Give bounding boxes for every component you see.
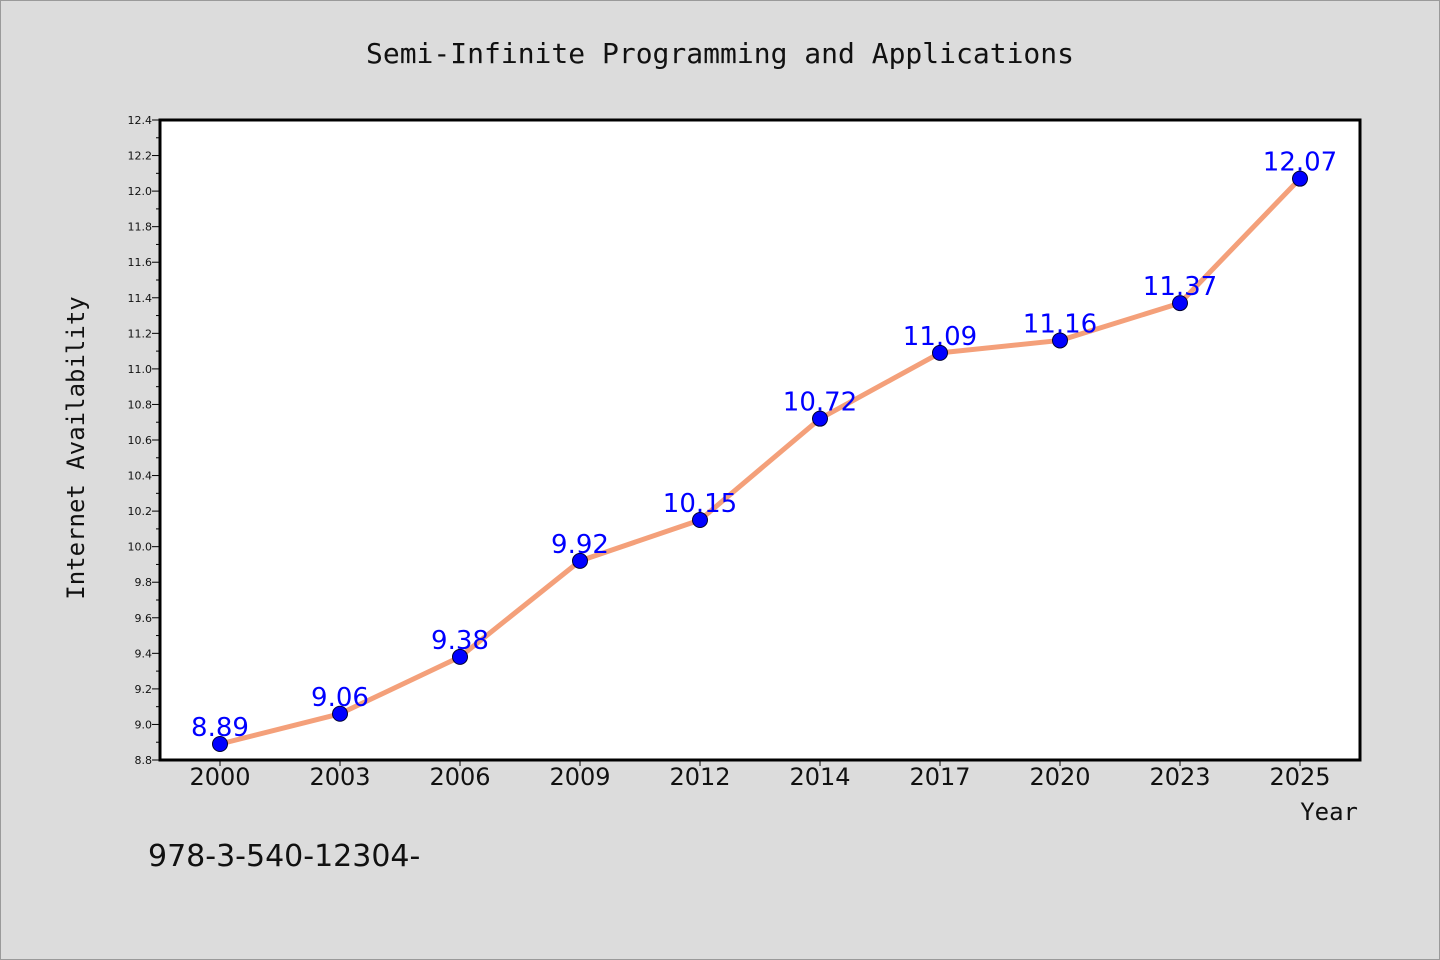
x-tick-label: 2023 — [1149, 763, 1210, 791]
y-tick-label: 11.6 — [128, 256, 153, 269]
x-tick-label: 2009 — [549, 763, 610, 791]
x-tick-label: 2014 — [789, 763, 850, 791]
data-point — [212, 736, 228, 752]
data-label: 12.07 — [1263, 148, 1337, 178]
data-point — [1172, 295, 1188, 312]
y-tick-label: 11.2 — [128, 327, 153, 340]
chart-title: Semi-Infinite Programming and Applicatio… — [366, 37, 1074, 70]
data-label: 11.16 — [1023, 309, 1097, 339]
series-polyline — [217, 176, 1303, 747]
y-tick-label: 12.2 — [128, 150, 153, 163]
data-label: 10.72 — [783, 388, 857, 418]
x-tick-label: 2003 — [309, 763, 370, 791]
y-tick-label: 11.0 — [128, 363, 153, 376]
y-tick-label: 9.2 — [135, 683, 153, 696]
y-tick-label: 11.8 — [128, 221, 153, 234]
y-tick-label: 12.4 — [128, 114, 153, 127]
data-point — [572, 552, 588, 569]
data-point — [1292, 170, 1308, 187]
y-tick-label: 10.8 — [128, 398, 153, 411]
y-tick-label: 10.2 — [128, 505, 153, 518]
y-tick-label: 9.8 — [135, 576, 153, 589]
data-point — [812, 410, 828, 427]
data-point — [452, 648, 468, 665]
y-tick-label: 8.8 — [135, 754, 153, 767]
y-tick-label: 11.4 — [128, 292, 153, 305]
x-tick-label: 2006 — [429, 763, 490, 791]
data-label: 11.37 — [1143, 272, 1217, 302]
data-labels: 8.89 9.06 9.38 9.92 10.15 10.72 11.09 11.16 11.3… — [191, 148, 1337, 743]
x-axis-label: Year — [1300, 798, 1358, 826]
y-tick-label: 9.6 — [135, 612, 153, 625]
data-label: 9.92 — [551, 530, 609, 560]
y-tick-label: 12.0 — [128, 185, 153, 198]
data-point — [332, 705, 348, 722]
data-label: 8.89 — [191, 713, 249, 743]
y-axis-label: Internet Availability — [62, 296, 90, 599]
series-markers — [212, 170, 1308, 752]
y-tick-label: 9.0 — [135, 718, 153, 731]
data-point — [932, 344, 948, 361]
x-axis: 2000 2003 2006 2009 2012 2014 2017 2020 2023 2025 — [189, 760, 1331, 791]
x-tick-label: 2020 — [1029, 763, 1090, 791]
data-label: 9.06 — [311, 683, 369, 713]
data-label: 9.38 — [431, 626, 489, 656]
series-line — [217, 176, 1303, 747]
footer-text: 978-3-540-12304- — [148, 839, 420, 874]
x-tick-label: 2012 — [669, 763, 730, 791]
x-tick-label: 2025 — [1269, 763, 1330, 791]
x-tick-label: 2017 — [909, 763, 970, 791]
y-tick-label: 9.4 — [135, 647, 153, 660]
plot-area — [158, 118, 1362, 762]
y-axis: 8.8 9.0 9.2 9.4 9.6 9.8 10.0 10.2 10.4 10.6 10.8 11… — [128, 114, 160, 767]
data-point — [692, 512, 708, 528]
data-label: 11.09 — [903, 322, 977, 352]
y-tick-label: 10.0 — [128, 541, 153, 554]
data-label: 10.15 — [663, 489, 737, 519]
data-point — [1052, 332, 1068, 349]
y-tick-label: 10.6 — [128, 434, 153, 447]
x-tick-label: 2000 — [189, 763, 250, 791]
y-tick-label: 10.4 — [128, 470, 153, 483]
